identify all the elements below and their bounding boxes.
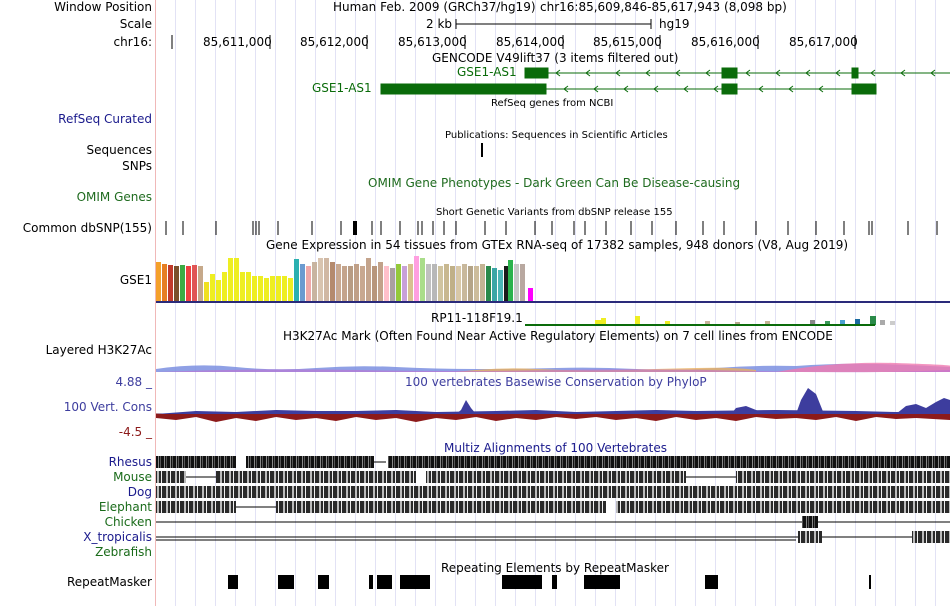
gencode-track-title[interactable]: GENCODE V49lift37 (3 items filtered out) <box>432 51 679 65</box>
species-label-rhesus[interactable]: Rhesus <box>108 455 152 469</box>
refseq-label[interactable]: RefSeq Curated <box>58 112 152 126</box>
gene-name-gse1-as1[interactable]: GSE1-AS1 <box>457 65 517 79</box>
tick-label: 85,612,000 <box>300 35 369 49</box>
gencode-gene-model-2[interactable] <box>378 82 878 96</box>
assembly-title: Human Feb. 2009 (GRCh37/hg19) <box>333 0 536 14</box>
h3k27ac-signal[interactable] <box>156 357 950 373</box>
omim-label[interactable]: OMIM Genes <box>76 190 152 204</box>
dbsnp-label[interactable]: Common dbSNP(155) <box>22 221 152 235</box>
chrom-label[interactable]: chr16: <box>113 35 152 49</box>
gencode-gene-model-1[interactable] <box>520 66 950 80</box>
dbsnp-variant-ticks[interactable] <box>156 221 950 235</box>
phylop-min-label: -4.5 _ <box>118 425 152 439</box>
omim-track-title: OMIM Gene Phenotypes - Dark Green Can Be… <box>368 176 741 190</box>
species-label-chicken[interactable]: Chicken <box>104 515 152 529</box>
multiz-alignment-blocks[interactable] <box>156 455 950 560</box>
gtex-bar-chart-2[interactable] <box>525 314 905 328</box>
publications-track-title: Publications: Sequences in Scientific Ar… <box>445 130 668 141</box>
tick-label: 85,616,000 <box>691 35 760 49</box>
refseq-track-title: RefSeq genes from NCBI <box>491 98 614 109</box>
phylop-max-label: 4.88 _ <box>115 375 152 389</box>
repeatmasker-track-title: Repeating Elements by RepeatMasker <box>441 561 669 575</box>
gtex-gene-label-2[interactable]: RP11-118F19.1 <box>431 311 523 325</box>
phylop-label[interactable]: 100 Vert. Cons <box>63 400 152 414</box>
dbsnp-track-title: Short Genetic Variants from dbSNP releas… <box>436 207 673 218</box>
species-label-zebrafish[interactable]: Zebrafish <box>95 545 152 559</box>
gtex-bar-chart[interactable] <box>156 254 950 306</box>
phylop-track-title: 100 vertebrates Basewise Conservation by… <box>405 375 707 389</box>
phylop-signal[interactable] <box>156 380 950 440</box>
species-label-x-tropicalis[interactable]: X_tropicalis <box>83 530 152 544</box>
tick-label: 85,617,000 <box>789 35 858 49</box>
species-label-elephant[interactable]: Elephant <box>98 500 152 514</box>
scale-label[interactable]: Scale <box>119 17 152 31</box>
publication-mark[interactable] <box>481 143 483 157</box>
multiz-track-title: Multiz Alignments of 100 Vertebrates <box>444 441 668 455</box>
repeatmasker-blocks[interactable] <box>156 575 950 591</box>
label-separator <box>155 0 156 606</box>
h3k27ac-label[interactable]: Layered H3K27Ac <box>45 343 152 357</box>
gtex-track-title: Gene Expression in 54 tissues from GTEx … <box>266 238 849 252</box>
tick-label: 85,614,000 <box>496 35 565 49</box>
gtex-gene-label[interactable]: GSE1 <box>119 273 152 287</box>
scale-value: 2 kb <box>426 17 453 31</box>
tick-label: 85,611,000 <box>203 35 272 49</box>
scale-db: hg19 <box>659 17 690 31</box>
sequences-label[interactable]: Sequences <box>86 143 152 157</box>
ruler-ticks <box>171 35 856 49</box>
species-label-mouse[interactable]: Mouse <box>113 470 152 484</box>
species-label-dog[interactable]: Dog <box>127 485 152 499</box>
h3k27ac-track-title: H3K27Ac Mark (Often Found Near Active Re… <box>283 329 833 343</box>
repeatmasker-label[interactable]: RepeatMasker <box>66 575 152 589</box>
scale-bar <box>455 19 652 29</box>
tick-label: 85,613,000 <box>398 35 467 49</box>
tick-label: 85,615,000 <box>593 35 662 49</box>
gene-name-gse1-as1-2[interactable]: GSE1-AS1 <box>312 81 372 95</box>
window-coords: chr16:85,609,846-85,617,943 (8,098 bp) <box>540 0 787 14</box>
window-position-label[interactable]: Window Position <box>54 0 152 14</box>
snps-label[interactable]: SNPs <box>122 159 152 173</box>
